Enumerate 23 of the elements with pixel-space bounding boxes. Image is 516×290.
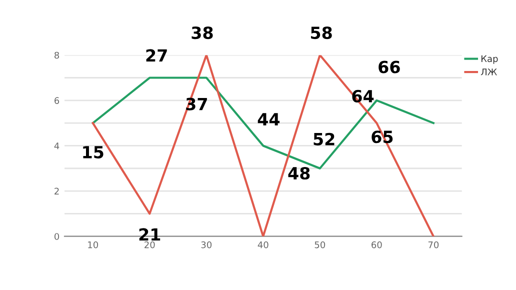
annotation: 15 xyxy=(83,146,104,158)
annotation: 38 xyxy=(192,26,213,40)
y-tick-label: 4 xyxy=(54,142,60,150)
x-tick-label: 30 xyxy=(201,241,212,248)
annotation: 21 xyxy=(139,228,160,241)
annotation: 27 xyxy=(146,49,167,62)
annotation: 58 xyxy=(311,26,332,40)
annotation: 48 xyxy=(288,166,310,180)
x-tick-label: 40 xyxy=(258,241,268,248)
annotation: 52 xyxy=(314,132,334,146)
annotation: 66 xyxy=(378,60,400,74)
y-tick-label: 8 xyxy=(54,52,60,59)
x-tick-label: 50 xyxy=(314,241,326,248)
x-tick-label: 20 xyxy=(144,241,155,248)
legend-label: Кар xyxy=(481,55,498,64)
x-tick-label: 60 xyxy=(372,241,382,248)
y-tick-label: 0 xyxy=(54,233,60,240)
x-tick-label: 10 xyxy=(88,241,98,248)
x-tick-label: 70 xyxy=(428,241,439,248)
annotation: 44 xyxy=(258,113,280,126)
y-tick-label: 6 xyxy=(54,97,60,104)
legend-label: ЛЖ xyxy=(480,68,497,76)
y-tick-label: 2 xyxy=(54,188,59,194)
